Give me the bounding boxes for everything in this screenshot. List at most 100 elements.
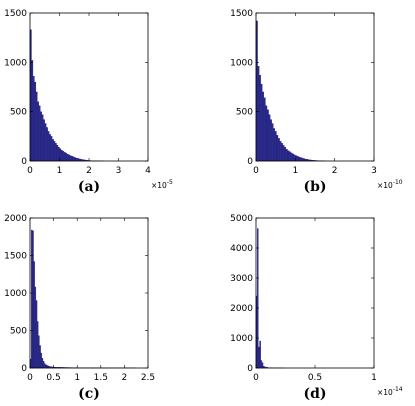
histogram-bar	[40, 111, 42, 162]
histogram-bar	[50, 136, 53, 162]
histogram-bar	[31, 60, 34, 162]
histogram-bar	[51, 139, 54, 162]
histogram-bar	[37, 101, 40, 162]
histogram-bar	[282, 145, 285, 162]
histogram-bar	[299, 157, 302, 162]
histogram-bar	[268, 114, 271, 162]
histogram-bar	[49, 134, 51, 162]
x-tick-label: 3	[116, 166, 122, 176]
histogram-bar	[42, 361, 45, 369]
histogram-bar	[45, 364, 47, 369]
panel-label: (d)	[303, 386, 326, 402]
histogram-bar	[38, 105, 41, 162]
histogram-bar	[43, 119, 45, 162]
histogram-bar	[265, 105, 268, 162]
histogram-bar	[298, 156, 301, 162]
y-tick-label: 2000	[4, 214, 27, 224]
histogram-bar	[263, 97, 266, 162]
histogram-bar	[66, 153, 69, 162]
histogram-bar	[277, 138, 280, 162]
x-exponent-power: -5	[167, 179, 173, 186]
histogram-bar	[65, 152, 68, 162]
histogram-bar	[40, 352, 42, 369]
y-tick-label: 0	[21, 157, 27, 167]
y-tick-label: 0	[21, 364, 27, 374]
histogram-bar	[260, 83, 263, 162]
x-tick-label: 2	[122, 373, 128, 383]
histogram-bar	[56, 145, 59, 162]
y-tick-label: 1000	[230, 334, 253, 344]
axes-frame	[255, 217, 375, 369]
x-tick-label: 0	[253, 373, 259, 383]
panel-1: 0 1 2 3 0 500 1000 1500 ×10-10 (b)	[230, 9, 403, 195]
axes-frame	[29, 217, 149, 369]
histogram-bar	[281, 143, 283, 162]
histogram-bar	[44, 363, 46, 369]
histogram-bar	[68, 154, 70, 162]
x-tick-label: 0	[27, 373, 33, 383]
histogram-bar	[258, 75, 261, 162]
x-tick-label: 0	[253, 166, 259, 176]
histogram-bar	[285, 149, 288, 162]
panel-3: 0 0.5 1 0 1000 2000 3000 4000 5000 ×10-14 (d)	[230, 214, 403, 402]
histogram-bar	[72, 156, 75, 162]
histogram-bar	[261, 362, 264, 369]
x-tick-label: 2	[332, 166, 338, 176]
axes-frame	[255, 12, 375, 162]
x-exponent-label: ×10-10	[377, 179, 403, 190]
histogram-bar	[63, 151, 66, 162]
x-tick-label: 2.5	[141, 373, 155, 383]
histogram-bar	[33, 261, 35, 369]
histogram-bar	[257, 66, 260, 162]
panel-2: 0 0.5 1 1.5 2 2.5 0 500 1000 1500 2000 (c)	[4, 214, 155, 402]
histogram-bar	[35, 91, 38, 162]
y-tick-label: 3000	[230, 274, 253, 284]
histogram-bar	[32, 75, 35, 162]
histogram-bar	[36, 321, 39, 369]
histogram-bar	[41, 114, 44, 162]
histogram-bar	[271, 123, 274, 162]
histogram-bar	[292, 153, 294, 162]
histogram-bar	[46, 127, 48, 162]
histogram-bar	[74, 157, 76, 162]
histogram-bar	[270, 119, 272, 162]
histogram-bar	[47, 131, 50, 162]
x-exponent-power: -14	[393, 386, 403, 393]
histogram-bar	[31, 229, 33, 369]
y-tick-label: 500	[10, 327, 27, 337]
histogram-bar	[290, 152, 293, 162]
y-tick-label: 0	[247, 364, 253, 374]
histogram-bar	[32, 230, 34, 369]
histogram-bar	[296, 156, 299, 162]
histogram-bar	[39, 345, 41, 369]
histogram-bar	[262, 91, 265, 162]
y-tick-label: 1500	[230, 9, 253, 19]
x-tick-label: 0.5	[308, 373, 322, 383]
histogram-bar	[54, 143, 57, 162]
y-tick-label: 2000	[230, 304, 253, 314]
y-tick-label: 1000	[4, 58, 27, 68]
x-tick-label: 1	[74, 373, 80, 383]
x-tick-label: 1	[292, 166, 298, 176]
x-tick-label: 1	[371, 373, 377, 383]
panel-label: (c)	[78, 386, 100, 402]
histogram-bar	[276, 135, 279, 162]
histogram-bar	[258, 346, 260, 369]
y-tick-label: 500	[10, 108, 27, 118]
histogram-bar	[279, 141, 282, 162]
y-tick-label: 5000	[230, 214, 253, 224]
x-tick-label: 1.5	[94, 373, 108, 383]
histogram-bar	[301, 157, 304, 162]
histogram-bar	[69, 155, 72, 162]
panel-0: 0 1 2 3 4 0 500 1000 1500 ×10-5 (a)	[4, 9, 173, 195]
histogram-bar	[273, 128, 276, 162]
x-exponent-label: ×10-14	[377, 386, 403, 397]
histogram-bar	[71, 156, 73, 162]
x-tick-label: 0	[27, 166, 33, 176]
x-tick-label: 3	[371, 166, 377, 176]
histogram-bar	[259, 340, 261, 369]
y-tick-label: 1000	[230, 58, 253, 68]
x-exponent-power: -10	[393, 179, 403, 186]
x-tick-label: 1	[57, 166, 63, 176]
